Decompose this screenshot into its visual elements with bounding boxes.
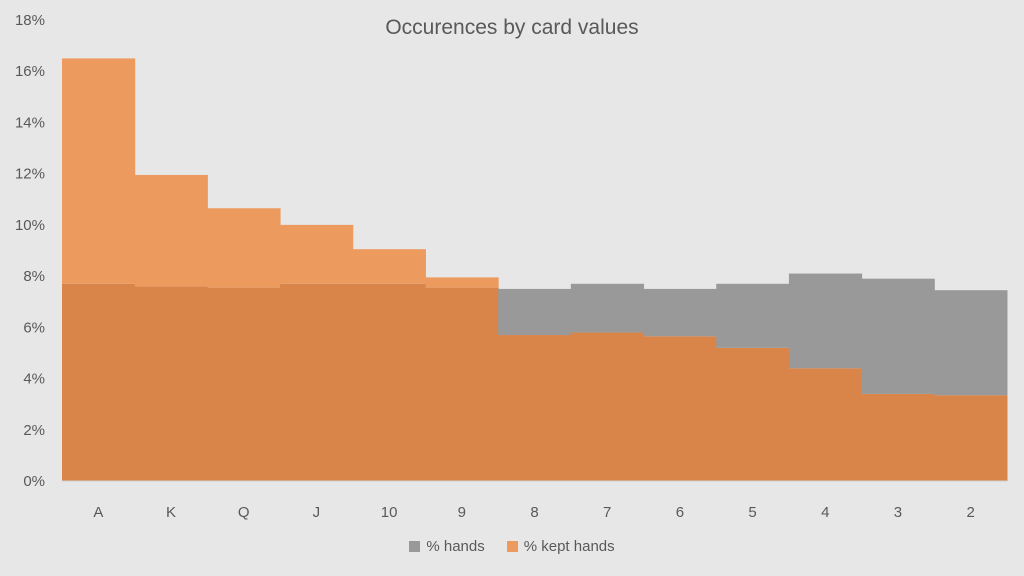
kept-hands-step <box>352 249 426 284</box>
overlap-block <box>207 287 281 481</box>
chart-title: Occurences by card values <box>385 16 639 39</box>
legend: % hands % kept hands <box>0 538 1024 555</box>
y-tick-label: 14% <box>15 114 45 131</box>
hands-step <box>570 283 645 333</box>
overlap-block <box>134 286 208 481</box>
hands-step <box>788 273 863 369</box>
legend-swatch-kept-hands <box>506 541 518 552</box>
legend-item-hands: % hands <box>409 538 485 555</box>
kept-hands-step <box>62 58 136 284</box>
x-tick-label: 4 <box>821 504 829 521</box>
x-tick-label: 7 <box>603 504 611 521</box>
x-tick-label: A <box>93 504 103 521</box>
x-tick-label: Q <box>238 504 250 521</box>
legend-swatch-hands <box>409 541 421 552</box>
y-tick-label: 16% <box>15 63 45 80</box>
overlap-block <box>934 395 1008 481</box>
legend-label-kept-hands: % kept hands <box>523 538 615 555</box>
kept-hands-step <box>207 208 281 288</box>
overlap-block <box>861 393 935 481</box>
overlap-block <box>570 332 645 481</box>
x-tick-label: 3 <box>894 504 902 521</box>
hands-step <box>934 290 1008 396</box>
x-tick-label: J <box>313 504 321 521</box>
kept-hands-step <box>134 174 208 287</box>
legend-item-kept-hands: % kept hands <box>506 538 615 555</box>
hands-step <box>861 278 935 394</box>
x-tick-label: K <box>166 504 176 521</box>
overlap-block <box>498 335 572 481</box>
overlap-block <box>716 347 790 481</box>
x-tick-label: 6 <box>676 504 684 521</box>
overlap-block <box>425 287 499 481</box>
legend-label-hands: % hands <box>426 538 485 555</box>
hands-step <box>643 288 717 337</box>
kept-hands-step <box>425 277 499 288</box>
overlap-block <box>280 283 354 481</box>
hands-step <box>716 283 790 348</box>
x-tick-label: 8 <box>530 504 538 521</box>
y-tick-label: 8% <box>23 268 45 285</box>
y-tick-label: 18% <box>15 12 45 29</box>
x-tick-label: 10 <box>381 504 398 521</box>
x-tick-label: 9 <box>458 504 466 521</box>
kept-hands-step <box>280 224 354 284</box>
y-tick-label: 0% <box>23 473 45 490</box>
y-tick-label: 12% <box>15 166 45 183</box>
overlap-block <box>352 283 426 481</box>
x-tick-label: 5 <box>748 504 756 521</box>
hands-step <box>498 288 572 336</box>
overlap-block <box>643 336 717 481</box>
y-tick-label: 4% <box>23 371 45 388</box>
x-tick-label: 2 <box>966 504 974 521</box>
y-tick-label: 2% <box>23 422 45 439</box>
overlap-block <box>62 283 136 481</box>
y-tick-label: 6% <box>23 319 45 336</box>
overlap-block <box>788 368 863 481</box>
y-tick-label: 10% <box>15 217 45 234</box>
